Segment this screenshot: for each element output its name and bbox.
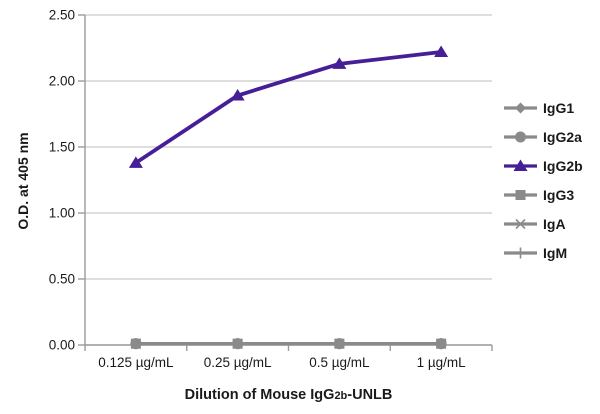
y-tick-label: 2.50: [49, 8, 75, 23]
legend-IgG1-label: IgG1: [543, 100, 574, 116]
legend-IgA-asterisk-marker: [515, 218, 526, 230]
y-axis-title: O.D. at 405 nm: [15, 132, 31, 230]
x-tick-label: 0.125 µg/mL: [98, 355, 174, 370]
x-axis-title-part-2: -UNLB: [347, 387, 393, 403]
y-tick-label: 2.00: [49, 74, 75, 89]
series-IgG2b-line: [133, 50, 444, 165]
x-tick-label: 0.25 µg/mL: [204, 355, 272, 370]
legend-IgG1-diamond-marker: [515, 102, 526, 114]
series-IgG2b-triangle-marker: [434, 45, 449, 57]
series-IgG2b-triangle-marker: [128, 156, 143, 168]
legend-IgG2a-circle-marker: [515, 131, 526, 143]
legend-IgA-label: IgA: [543, 216, 566, 232]
series-IgG2b-triangle-marker: [332, 57, 347, 69]
x-axis-title: Dilution of Mouse IgG2b-UNLB: [85, 387, 492, 403]
legend-IgG3-square-marker: [515, 190, 526, 200]
y-tick-label: 0.00: [49, 338, 75, 353]
y-tick-label: 1.50: [49, 140, 75, 155]
legend-IgG2a-label: IgG2a: [543, 129, 582, 145]
x-axis-title-subscript: 2b: [334, 390, 348, 402]
legend-IgG2b-triangle-marker: [513, 159, 528, 171]
y-tick-label: 1.00: [49, 206, 75, 221]
legend-IgM-label: IgM: [543, 245, 567, 261]
legend-IgG3-label: IgG3: [543, 187, 574, 203]
series-IgG2b-triangle-marker: [230, 89, 245, 101]
legend-IgG2b-label: IgG2b: [543, 158, 583, 174]
x-axis-title-part-1: Dilution of Mouse IgG: [184, 387, 335, 403]
x-tick-label: 1 µg/mL: [417, 355, 467, 370]
y-tick-label: 0.50: [49, 272, 75, 287]
x-tick-label: 0.5 µg/mL: [309, 355, 370, 370]
